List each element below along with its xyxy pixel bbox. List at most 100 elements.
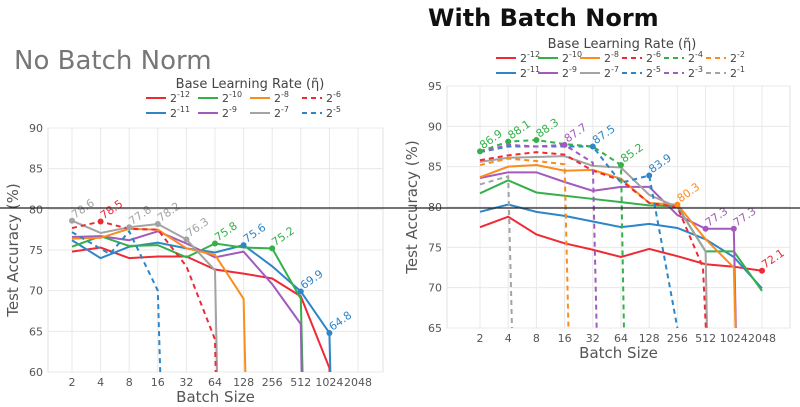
legend-exponent: -12 — [527, 50, 540, 59]
x-tick-label: 4 — [505, 332, 512, 345]
legend-item-2^-9: 2-9 — [198, 105, 237, 120]
legend-exponent: -7 — [281, 105, 289, 114]
x-tick-label: 128 — [233, 376, 254, 389]
x-tick-label: 8 — [533, 332, 540, 345]
legend-label: 2-10 — [562, 50, 582, 65]
legend-label: 2-5 — [646, 65, 661, 80]
legend-exponent: -6 — [653, 50, 661, 59]
annotation-marker — [533, 137, 540, 144]
legend-label: 2-12 — [170, 90, 190, 105]
y-tick-label: 65 — [29, 325, 43, 338]
x-tick-label: 16 — [151, 376, 165, 389]
legend-item-2^-2: 2-2 — [706, 50, 745, 65]
annotation-marker — [212, 240, 218, 247]
annotation-marker — [297, 288, 304, 295]
annotation-marker — [702, 225, 709, 232]
legend-exponent: -3 — [695, 65, 703, 74]
legend-item-2^-10: 2-10 — [198, 90, 242, 105]
legend-label: 2-1 — [730, 65, 745, 80]
legend-label: 2-9 — [222, 105, 237, 120]
legend-item-2^-8: 2-8 — [580, 50, 619, 65]
annotation-marker — [126, 224, 133, 231]
x-tick-label: 1024 — [315, 376, 343, 389]
legend-item-2^-9: 2-9 — [538, 65, 577, 80]
series-line-2^-10 — [479, 179, 763, 292]
legend-item-2^-10: 2-10 — [538, 50, 582, 65]
annotation-marker — [183, 236, 190, 243]
series-line-2^-11 — [479, 203, 763, 290]
legend-exponent: -1 — [737, 65, 745, 74]
x-tick-label: 512 — [290, 376, 311, 389]
y-tick-label: 60 — [29, 366, 43, 379]
y-tick-label: 70 — [428, 282, 442, 295]
y-tick-label: 85 — [29, 163, 43, 176]
annotation-marker — [759, 267, 765, 274]
legend-exponent: -8 — [281, 90, 289, 99]
y-tick-label: 90 — [29, 122, 43, 135]
legend-exponent: -11 — [527, 65, 540, 74]
legend-exponent: -4 — [695, 50, 703, 59]
legend-exponent: -10 — [569, 50, 582, 59]
chart-0: 60 65 70 75 80 85 90 2 4 8 16 32 64 128 256 512 1024 2048… — [4, 77, 384, 406]
y-tick-label: 80 — [29, 203, 43, 216]
x-tick-label: 32 — [586, 332, 600, 345]
legend-item-2^-7: 2-7 — [250, 105, 289, 120]
annotation-marker — [326, 329, 333, 336]
legend-item-2^-11: 2-11 — [496, 65, 540, 80]
legend-exponent: -7 — [611, 65, 619, 74]
legend-item-2^-3: 2-3 — [664, 65, 703, 80]
series-line-2^-12 — [479, 215, 763, 272]
annotation-marker — [97, 218, 104, 225]
y-axis-label: Test Accuracy (%) — [4, 183, 22, 318]
legend-exponent: -12 — [177, 90, 190, 99]
legend-label: 2-8 — [604, 50, 619, 65]
y-tick-label: 95 — [428, 80, 442, 93]
legend-exponent: -9 — [569, 65, 577, 74]
x-tick-label: 2048 — [748, 332, 776, 345]
legend-label: 2-3 — [688, 65, 703, 80]
y-tick-label: 75 — [29, 244, 43, 257]
series-line-2^-5 — [71, 229, 162, 373]
x-tick-label: 256 — [262, 376, 283, 389]
legend-item-2^-1: 2-1 — [706, 65, 745, 80]
legend-label: 2-8 — [274, 90, 289, 105]
annotation-marker — [674, 201, 681, 208]
series-line-2^-3 — [479, 143, 598, 329]
x-tick-label: 4 — [97, 376, 104, 389]
legend-item-2^-8: 2-8 — [250, 90, 289, 105]
legend-exponent: -9 — [229, 105, 237, 114]
legend-item-2^-7: 2-7 — [580, 65, 619, 80]
legend-label: 2-11 — [520, 65, 540, 80]
x-tick-label: 64 — [208, 376, 222, 389]
legend-item-2^-6: 2-6 — [622, 50, 661, 65]
annotation-marker — [69, 217, 75, 224]
legend-exponent: -11 — [177, 105, 190, 114]
series-line-2^-1 — [479, 175, 513, 329]
title-with-batch-norm: With Batch Norm — [428, 4, 659, 32]
legend-label: 2-2 — [730, 50, 745, 65]
legend-label: 2-7 — [274, 105, 289, 120]
series-line-2^-9 — [479, 171, 737, 329]
legend-item-2^-5: 2-5 — [302, 105, 341, 120]
legend-exponent: -8 — [611, 50, 619, 59]
annotation-marker — [477, 148, 483, 155]
legend-title: Base Learning Rate (η̃) — [548, 37, 697, 52]
legend-label: 2-6 — [326, 90, 341, 105]
legend-item-2^-5: 2-5 — [622, 65, 661, 80]
legend-label: 2-9 — [562, 65, 577, 80]
x-tick-label: 2 — [477, 332, 484, 345]
x-tick-label: 8 — [126, 376, 133, 389]
y-tick-label: 85 — [428, 161, 442, 174]
legend-title: Base Learning Rate (η̃) — [176, 77, 325, 92]
y-tick-label: 70 — [29, 285, 43, 298]
series-line-2^-2 — [479, 157, 570, 329]
annotation-marker — [154, 220, 161, 227]
title-no-batch-norm: No Batch Norm — [14, 46, 212, 76]
legend-exponent: -5 — [333, 105, 341, 114]
series-line-2^-8 — [71, 227, 247, 373]
legend-label: 2-5 — [326, 105, 341, 120]
x-tick-label: 512 — [695, 332, 716, 345]
annotation-marker — [646, 172, 653, 179]
